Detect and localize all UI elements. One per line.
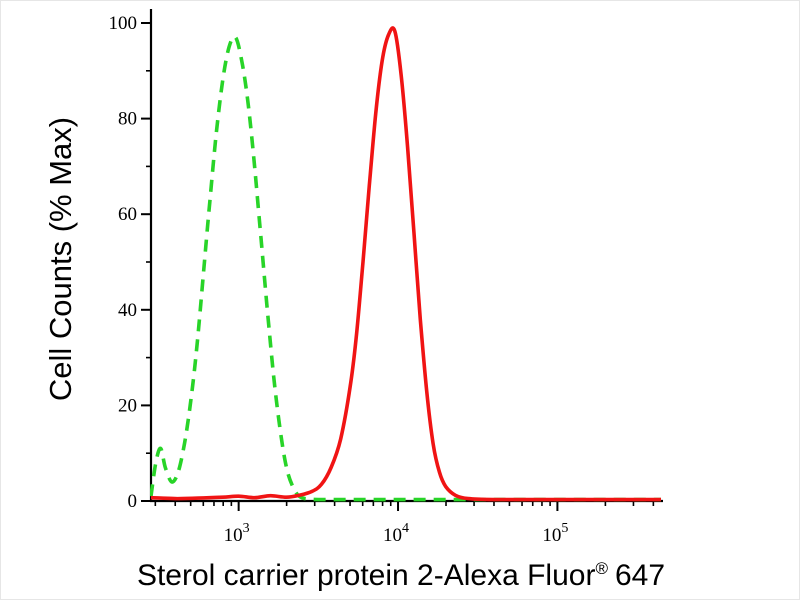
x-tick-label-10e4: 104 (383, 521, 409, 546)
y-tick-label-0: 0 (128, 491, 138, 512)
x-axis-title: Sterol carrier protein 2-Alexa Fluor® 647 (1, 559, 800, 593)
x-tick-label-10e3: 103 (224, 521, 250, 546)
registered-trademark-symbol: ® (595, 559, 608, 578)
y-axis-title: Cell Counts (% Max) (43, 116, 78, 402)
y-tick-label-20: 20 (118, 395, 137, 416)
x-tick-label-10e5: 105 (542, 521, 568, 546)
y-tick-label-40: 40 (118, 300, 137, 321)
y-axis-ticks (141, 22, 151, 502)
curve-green-dashed (150, 34, 661, 502)
x-axis-title-text: Sterol carrier protein 2-Alexa Fluor (136, 559, 596, 592)
y-tick-label-100: 100 (109, 13, 138, 34)
x-axis-ticks (154, 501, 655, 511)
y-tick-label-60: 60 (118, 204, 137, 225)
y-tick-label-80: 80 (118, 109, 137, 130)
curve-red-solid (150, 26, 661, 502)
x-axis-title-suffix: 647 (614, 559, 666, 592)
